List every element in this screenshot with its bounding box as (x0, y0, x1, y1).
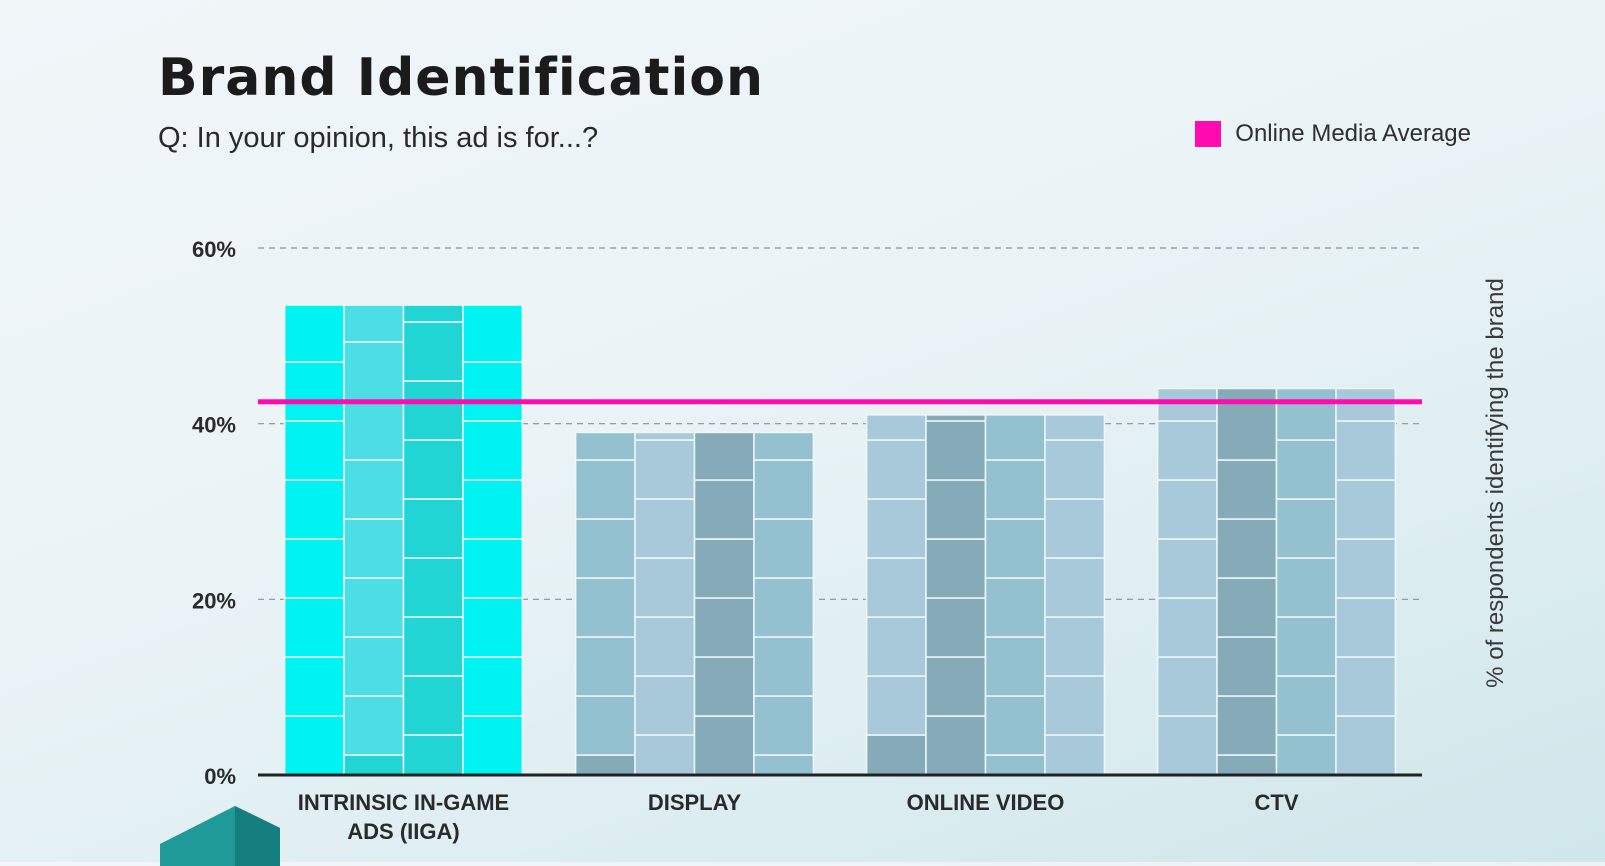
bar (574, 431, 815, 776)
decorative-corner-shape (160, 806, 280, 866)
x-tick-label: CTV (1255, 790, 1299, 815)
x-tick-label: INTRINSIC IN-GAME ADS (IIGA) (298, 790, 509, 844)
legend-swatch-average (1195, 121, 1222, 147)
bar (283, 304, 524, 776)
chart-subtitle: Q: In your opinion, this ad is for...? (158, 122, 599, 154)
x-tick-label: ONLINE VIDEO (907, 790, 1065, 815)
y-tick-label: 60% (192, 237, 236, 262)
legend-label-average: Online Media Average (1235, 120, 1471, 147)
y-tick-label: 0% (204, 764, 236, 789)
x-tick-label: DISPLAY (648, 790, 742, 815)
bar (865, 414, 1106, 776)
y-tick-label: 40% (192, 413, 236, 438)
chart-title: Brand Identification (158, 48, 765, 108)
bar (1156, 387, 1397, 776)
y-axis-label: % of respondents identifying the brand (1482, 278, 1509, 688)
y-tick-label: 20% (192, 588, 236, 613)
legend: Online Media Average (1195, 120, 1471, 148)
